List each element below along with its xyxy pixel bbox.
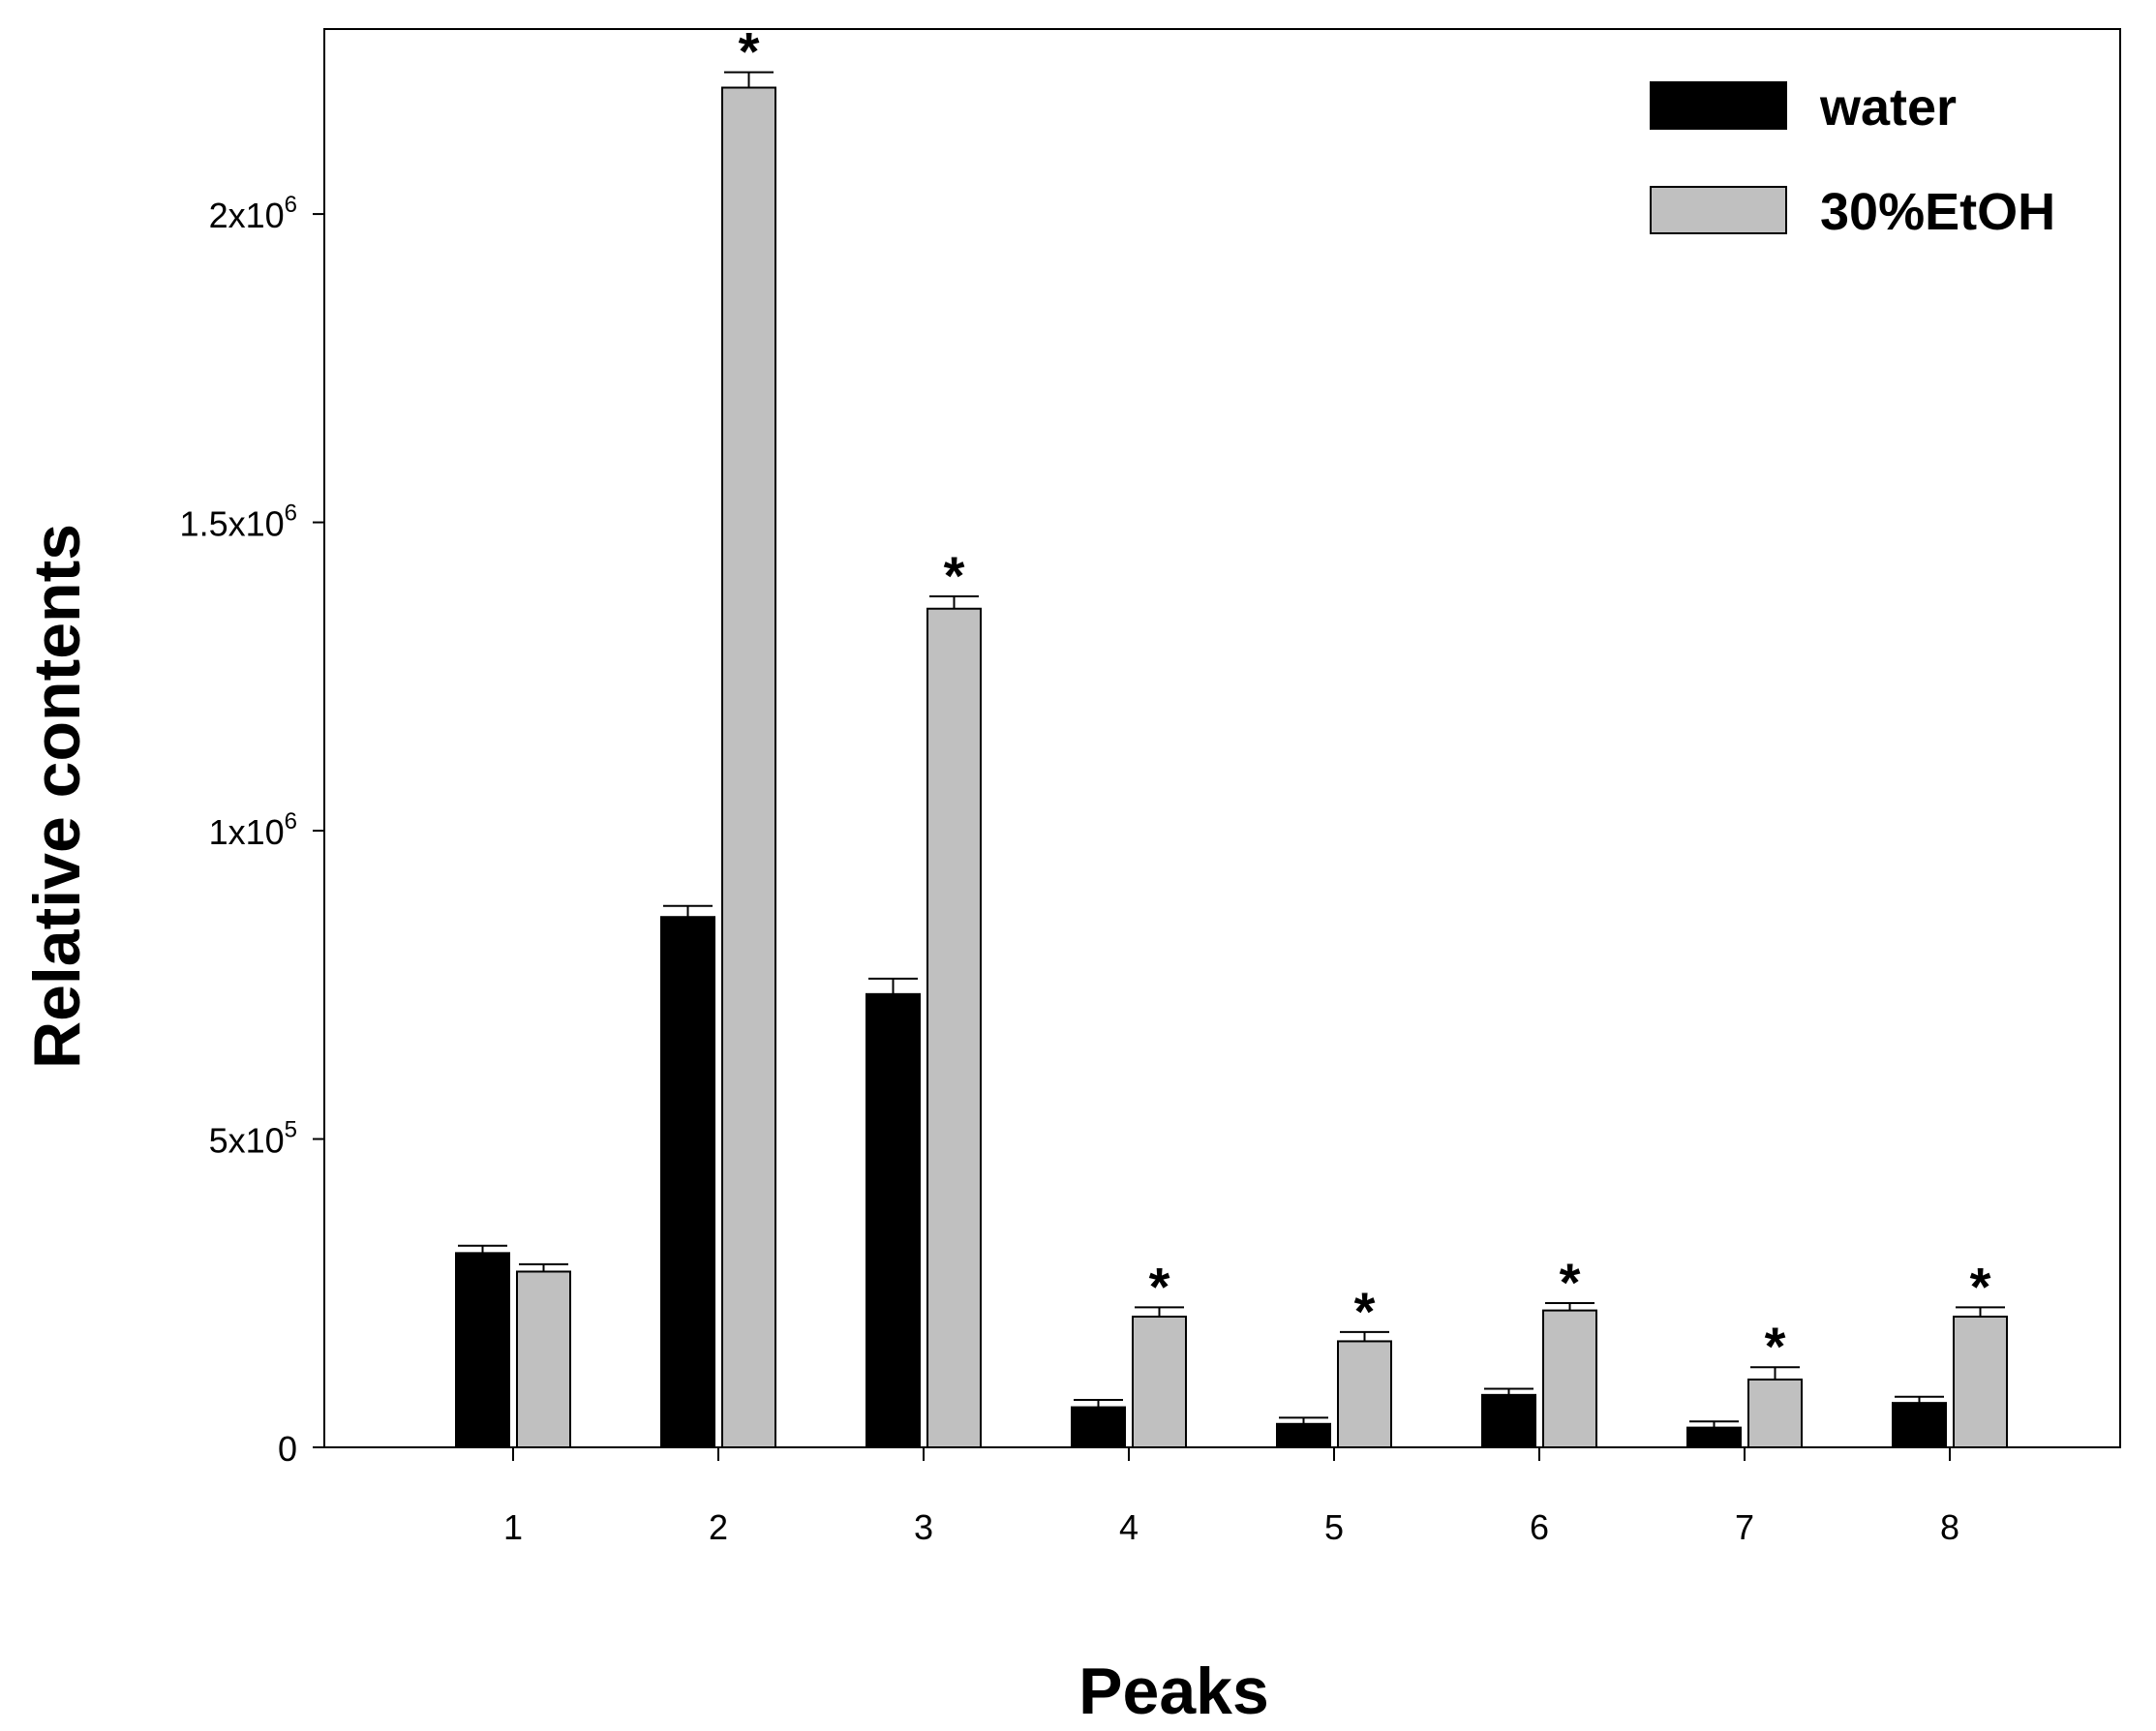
y-tick-label: 1.5x106 — [180, 501, 297, 544]
significance-marker: * — [1970, 1256, 1991, 1317]
legend-swatch-water — [1650, 81, 1787, 130]
y-tick-label: 5x105 — [209, 1117, 297, 1161]
significance-marker: * — [739, 21, 760, 82]
bar-water-peak-7 — [1686, 1426, 1742, 1449]
y-tick-exponent: 6 — [285, 192, 297, 218]
bar-ethanol-peak-3 — [926, 607, 982, 1448]
bar-ethanol-peak-1 — [516, 1270, 571, 1449]
legend-label-ethanol: 30%EtOH — [1820, 183, 2055, 241]
bar-ethanol-peak-5 — [1337, 1340, 1392, 1448]
bar-water-peak-6 — [1481, 1393, 1536, 1448]
significance-marker: * — [1354, 1281, 1376, 1342]
x-tick-label: 8 — [1940, 1507, 1959, 1547]
legend-swatch-ethanol — [1650, 186, 1787, 234]
y-tick-exponent: 6 — [285, 808, 297, 835]
significance-marker: * — [1149, 1256, 1170, 1317]
bar-ethanol-peak-8 — [1953, 1315, 2008, 1448]
axes-layer — [313, 28, 2121, 1461]
y-tick-label: 2x106 — [209, 192, 297, 235]
significance-marker: * — [1765, 1316, 1786, 1377]
y-tick-label: 1x106 — [209, 808, 297, 852]
bar-water-peak-3 — [865, 992, 921, 1448]
y-tick-exponent: 5 — [285, 1117, 297, 1143]
x-tick-label: 5 — [1324, 1507, 1344, 1547]
plot-frame — [323, 28, 2121, 1448]
y-tick-label: 0 — [278, 1429, 297, 1469]
bar-water-peak-8 — [1892, 1402, 1947, 1449]
bar-water-peak-4 — [1071, 1406, 1126, 1448]
bar-ethanol-peak-7 — [1747, 1378, 1803, 1449]
significance-marker: * — [944, 545, 965, 606]
bars-layer — [455, 71, 2008, 1449]
labels-layer: 0 5x105 1x106 1.5x106 2x106 1 2 * 3 * 4 * 5 * 6 * 7 * 8 * Pe… — [20, 21, 1991, 1728]
legend: water 30%EtOH — [1650, 78, 2055, 241]
x-tick-label: 1 — [503, 1507, 523, 1547]
x-axis-title: Peaks — [1078, 1655, 1269, 1728]
x-tick-label: 6 — [1530, 1507, 1549, 1547]
bar-ethanol-peak-4 — [1132, 1315, 1187, 1448]
bar-water-peak-2 — [660, 916, 715, 1448]
bar-water-peak-1 — [455, 1252, 510, 1448]
bar-water-peak-5 — [1276, 1422, 1331, 1449]
x-tick-label: 7 — [1735, 1507, 1754, 1547]
y-tick-exponent: 6 — [285, 501, 297, 527]
bar-ethanol-peak-2 — [721, 86, 776, 1449]
y-axis-title: Relative contents — [20, 524, 94, 1069]
legend-label-water: water — [1819, 78, 1957, 137]
x-tick-label: 4 — [1119, 1507, 1139, 1547]
bar-ethanol-peak-6 — [1542, 1309, 1597, 1449]
x-tick-label: 3 — [914, 1507, 933, 1547]
x-tick-label: 2 — [709, 1507, 728, 1547]
significance-marker: * — [1560, 1252, 1581, 1313]
